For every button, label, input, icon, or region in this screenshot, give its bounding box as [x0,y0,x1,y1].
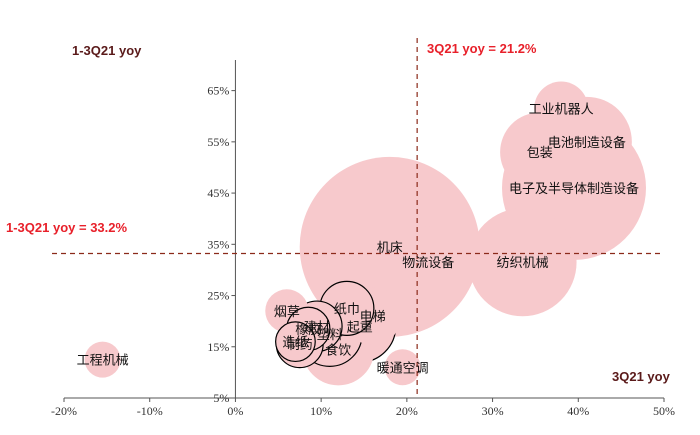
bubble-label: 纺织机械 [497,256,549,271]
bubbles-layer [84,81,646,386]
bubble-label: 包装 [527,146,553,161]
y-axis-title: 1-3Q21 yoy [72,43,142,58]
bubble [468,208,577,317]
y-tick-label: 5% [213,391,229,405]
vertical-ref-label: 3Q21 yoy = 21.2% [427,41,537,56]
bubble-label: 物流设备 [402,255,454,271]
y-tick-label: 15% [207,340,229,354]
bubble-label: 食饮 [325,342,351,358]
bubble [384,349,421,386]
bubble-label: 橡胶 [295,322,321,338]
y-tick-label: 25% [207,289,229,303]
y-tick-label: 35% [207,237,229,251]
bubble-label: 纸巾 [334,302,360,317]
x-tick-label: 20% [396,404,418,418]
bubble-label: 制药 [287,338,313,353]
bubble [84,341,121,378]
bubble [275,321,316,363]
bubble-label: 机床 [377,241,403,256]
x-tick-label: 0% [227,404,243,418]
bubble-label: 电子及半导体制造设备 [509,181,639,197]
horizontal-ref-label: 1-3Q21 yoy = 33.2% [6,220,127,235]
bubble-label: 工业机器人 [529,103,594,118]
x-tick-label: -10% [137,404,163,418]
bubble-label: 工程机械 [77,354,129,369]
bubble-label: 造纸 [282,336,308,351]
x-tick-label: 10% [310,404,332,418]
bubble-label: 塑料 [317,328,343,343]
bubble-label: 暖通空调 [377,361,429,376]
bubble-label: 建材 [304,320,330,335]
bubble [392,226,465,299]
bubble-label: 烟草 [274,305,300,320]
y-tick-label: 45% [207,186,229,200]
bubble-label: 电梯 [360,310,386,325]
bubble [534,81,589,136]
x-tick-label: -20% [51,404,77,418]
y-ticks: 5% 15% 25% 35% 45% 55% 65% [207,84,236,405]
reference-lines [52,38,660,398]
y-tick-label: 55% [207,135,229,149]
x-tick-label: 30% [482,404,504,418]
x-tick-label: 50% [653,404,675,418]
x-ticks: -20% -10% 0% 10% 20% 30% 40% 50% [51,398,675,418]
x-tick-label: 40% [567,404,589,418]
axes-layer [64,60,664,399]
bubble-label: 起重 [347,319,373,335]
x-axis-title: 3Q21 yoy [612,369,671,384]
bubble-label: 电池制造设备 [548,135,626,151]
y-tick-label: 65% [207,84,229,98]
